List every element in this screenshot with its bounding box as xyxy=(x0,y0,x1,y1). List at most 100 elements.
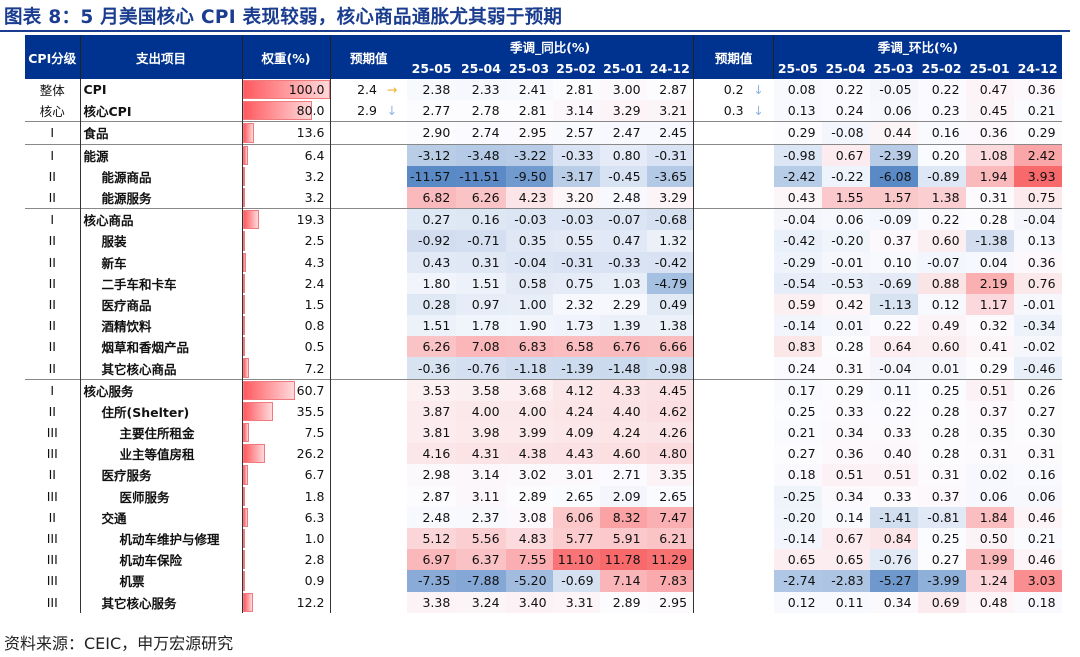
yoy-value: 1.03 xyxy=(599,272,647,294)
mom-value: 0.06 xyxy=(821,208,870,231)
weight-value: 6.3 xyxy=(304,509,325,525)
yoy-value: 0.80 xyxy=(599,143,647,166)
yoy-value: 2.81 xyxy=(505,100,553,122)
table-row: III 机动车维护与修理 1.0 5.12 5.56 4.83 5.77 5.91 6.21 -0… xyxy=(25,527,1062,550)
item-name: 能源商品 xyxy=(79,165,242,187)
mom-value: 0.10 xyxy=(869,251,918,273)
mom-value: 0.29 xyxy=(773,121,822,145)
yoy-value: 3.29 xyxy=(646,186,694,209)
yoy-value: 2.47 xyxy=(599,121,647,145)
weight-bar xyxy=(242,401,274,421)
mom-value: 0.83 xyxy=(773,336,822,358)
header-row-2: 25-05 25-04 25-03 25-02 25-01 24-12 25-05 25-04… xyxy=(25,57,1062,79)
header-mom: 季调_环比(%) xyxy=(773,35,1062,57)
yoy-value: 2.37 xyxy=(456,506,506,528)
mom-value: -0.14 xyxy=(773,527,822,550)
yoy-value: -0.33 xyxy=(552,143,600,166)
cpi-table: CPI分级 支出项目 权重(%) 预期值 季调_同比(%) 预期值 季调_环比(… xyxy=(25,35,1062,613)
weight-cell: 26.2 xyxy=(241,443,330,465)
yoy-value: 2.33 xyxy=(456,79,506,101)
mom-value: 0.31 xyxy=(965,186,1014,209)
weight-cell: 60.7 xyxy=(241,378,330,401)
mom-value: 2.19 xyxy=(965,272,1014,294)
weight-value: 7.2 xyxy=(304,360,325,376)
weight-bar xyxy=(242,550,246,570)
yoy-value: 6.37 xyxy=(456,549,506,571)
yoy-value: 11.29 xyxy=(646,549,694,571)
mom-value: 0.17 xyxy=(773,378,822,401)
yoy-value: -0.76 xyxy=(456,357,506,380)
weight-value: 60.7 xyxy=(296,382,325,398)
table-row: III 机票 0.9 -7.35 -7.88 -5.20 -0.69 7.14 7.83 -2.7… xyxy=(25,570,1062,592)
mom-value: 0.24 xyxy=(773,357,822,380)
source-note: 资料来源：CEIC，申万宏源研究 xyxy=(4,634,234,653)
weight-cell: 7.5 xyxy=(241,422,330,444)
table-row: II 交通 6.3 2.48 2.37 3.08 6.06 8.32 7.47 -0.20 0.14… xyxy=(25,506,1062,528)
cpi-level: III xyxy=(46,594,58,610)
expect-cell: 2.4 → xyxy=(329,79,407,101)
expect-cell xyxy=(693,400,774,422)
yoy-value: 11.78 xyxy=(599,549,647,571)
weight-bar xyxy=(242,507,248,527)
mom-value: 0.08 xyxy=(773,79,822,101)
yoy-value: 3.20 xyxy=(552,186,600,209)
item-name: CPI xyxy=(79,79,242,101)
mom-value: 0.27 xyxy=(917,549,966,571)
yoy-value: -0.71 xyxy=(456,230,506,252)
weight-value: 7.5 xyxy=(304,425,325,441)
mom-value: 0.32 xyxy=(965,315,1014,337)
yoy-value: 2.48 xyxy=(599,186,647,209)
mom-value: 0.04 xyxy=(965,251,1014,273)
yoy-value: 2.65 xyxy=(552,485,600,507)
mom-value: 0.28 xyxy=(965,208,1014,231)
table-row: II 酒精饮料 0.8 1.51 1.78 1.90 1.73 1.39 1.38 -0.14 0.… xyxy=(25,315,1062,337)
mom-value: 0.36 xyxy=(821,443,870,465)
yoy-value: 2.87 xyxy=(407,485,457,507)
mom-value: 0.13 xyxy=(773,100,822,122)
mom-value: 0.51 xyxy=(965,378,1014,401)
cpi-level: II xyxy=(48,509,56,525)
mom-value: -0.76 xyxy=(869,549,918,571)
expect-value: 0.2 xyxy=(723,82,744,98)
mom-value: -0.09 xyxy=(869,208,918,231)
mom-value: 2.42 xyxy=(1013,143,1062,166)
figure-title: 图表 8：5 月美国核心 CPI 表现较弱，核心商品通胀尤其弱于预期 xyxy=(4,7,563,28)
table-row: III 主要住所租金 7.5 3.81 3.98 3.99 4.09 4.24 4.26 0.21… xyxy=(25,422,1062,444)
yoy-value: 0.31 xyxy=(456,251,506,273)
cpi-level: II xyxy=(48,275,56,291)
mom-value: 0.16 xyxy=(917,121,966,145)
yoy-value: 2.65 xyxy=(646,485,694,507)
header-mom-month: 25-02 xyxy=(917,57,966,79)
item-name: 二手车和卡车 xyxy=(79,272,242,294)
yoy-value: 3.68 xyxy=(505,378,553,401)
mom-value: -0.22 xyxy=(821,165,870,187)
yoy-value: 4.80 xyxy=(646,443,694,465)
yoy-value: -0.42 xyxy=(646,251,694,273)
arrow-down-icon: ↓ xyxy=(753,103,764,119)
mom-value: 0.33 xyxy=(869,422,918,444)
weight-bar xyxy=(242,123,255,143)
expect-cell xyxy=(329,422,407,444)
mom-value: 0.28 xyxy=(917,443,966,465)
yoy-value: 0.55 xyxy=(552,230,600,252)
mom-value: 0.18 xyxy=(1013,591,1062,613)
weight-bar xyxy=(242,465,249,485)
weight-value: 26.2 xyxy=(296,446,325,462)
item-name: 业主等值房租 xyxy=(79,443,242,465)
weight-cell: 100.0 xyxy=(241,79,330,101)
arrow-down-icon: ↓ xyxy=(386,103,398,119)
yoy-value: -0.45 xyxy=(599,165,647,187)
mom-value: 0.34 xyxy=(869,591,918,613)
cpi-level: III xyxy=(46,425,58,441)
expect-cell: 2.9 ↓ xyxy=(329,100,407,122)
weight-value: 4.3 xyxy=(304,254,325,270)
table-row: II 二手车和卡车 2.4 1.80 1.51 0.58 0.75 1.03 -4.79 -0.5… xyxy=(25,272,1062,294)
yoy-value: 0.28 xyxy=(407,293,457,316)
header-mom-month: 25-03 xyxy=(869,57,918,79)
item-name: 其它核心商品 xyxy=(79,357,242,380)
weight-value: 35.5 xyxy=(296,403,325,419)
mom-value: -0.04 xyxy=(1013,208,1062,231)
yoy-value: 3.53 xyxy=(407,378,457,401)
yoy-value: -3.12 xyxy=(407,143,457,166)
yoy-value: 2.38 xyxy=(407,79,457,101)
